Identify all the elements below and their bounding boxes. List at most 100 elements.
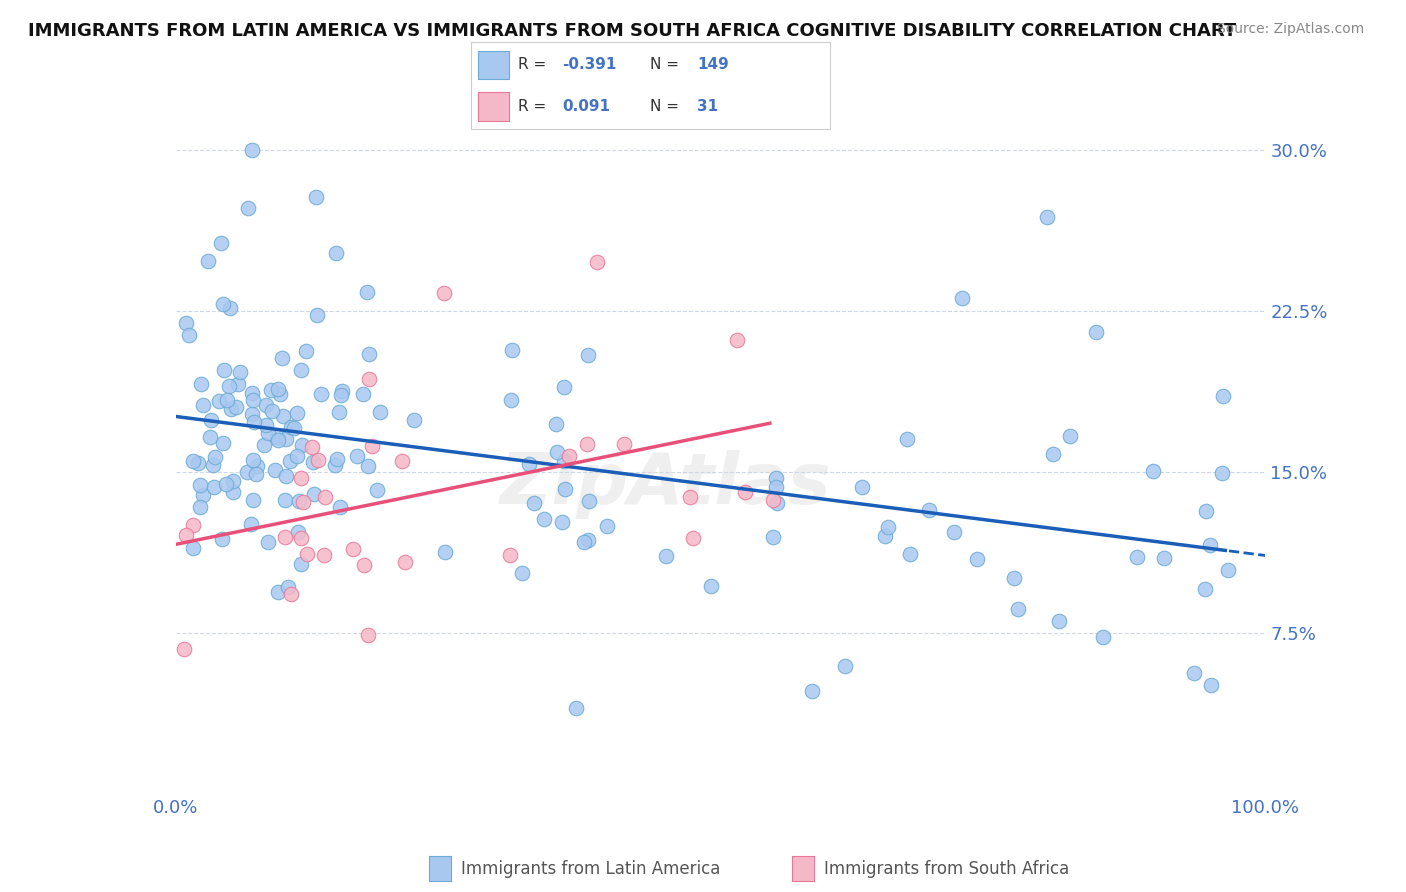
Point bbox=[240, 143, 263, 157]
Text: -0.391: -0.391 bbox=[562, 57, 617, 72]
Point bbox=[187, 456, 209, 470]
Point bbox=[278, 454, 301, 468]
Point bbox=[565, 701, 588, 715]
Point bbox=[212, 436, 235, 450]
Point bbox=[332, 384, 354, 398]
Point bbox=[302, 455, 325, 469]
Point bbox=[950, 291, 973, 305]
Point bbox=[274, 469, 297, 483]
Point bbox=[242, 453, 264, 467]
Point bbox=[1153, 550, 1175, 565]
Text: N =: N = bbox=[651, 99, 685, 114]
Point bbox=[267, 382, 290, 396]
Point bbox=[917, 503, 939, 517]
Point bbox=[434, 545, 457, 559]
Point bbox=[240, 407, 263, 421]
Text: 31: 31 bbox=[697, 99, 718, 114]
Point bbox=[554, 483, 576, 497]
Point bbox=[173, 642, 195, 657]
Point bbox=[291, 495, 314, 509]
Point bbox=[263, 463, 285, 477]
Point bbox=[254, 398, 277, 412]
Point bbox=[280, 587, 302, 601]
Point bbox=[291, 438, 314, 452]
Point bbox=[391, 454, 413, 468]
Point bbox=[682, 531, 704, 545]
Point bbox=[222, 474, 245, 488]
Point bbox=[305, 308, 328, 322]
Point bbox=[314, 548, 336, 562]
Point bbox=[1002, 571, 1025, 585]
Point bbox=[328, 405, 350, 419]
Point bbox=[181, 518, 204, 533]
Point bbox=[309, 387, 332, 401]
Point bbox=[240, 517, 263, 532]
Point bbox=[211, 532, 233, 546]
Point bbox=[188, 500, 211, 514]
Point bbox=[544, 417, 567, 431]
Text: N =: N = bbox=[651, 57, 685, 72]
Point bbox=[352, 386, 374, 401]
Point bbox=[551, 515, 574, 529]
Point bbox=[254, 417, 277, 432]
Point bbox=[1199, 538, 1222, 552]
Point bbox=[1007, 601, 1029, 615]
Point bbox=[208, 393, 231, 408]
Point bbox=[253, 438, 276, 452]
Text: Immigrants from Latin America: Immigrants from Latin America bbox=[461, 860, 720, 878]
Point bbox=[285, 406, 308, 420]
Point bbox=[260, 383, 283, 397]
Point bbox=[1126, 549, 1149, 564]
Point bbox=[290, 531, 312, 545]
Point bbox=[285, 450, 308, 464]
Point bbox=[576, 533, 599, 547]
Point bbox=[896, 432, 918, 446]
Point bbox=[700, 578, 723, 592]
Point bbox=[572, 535, 595, 549]
Point bbox=[596, 519, 619, 533]
Point bbox=[190, 478, 212, 492]
Point bbox=[655, 549, 678, 564]
Point bbox=[219, 402, 242, 417]
Point bbox=[201, 458, 224, 472]
Point bbox=[302, 487, 325, 501]
Point bbox=[360, 439, 382, 453]
Point bbox=[274, 492, 297, 507]
Point bbox=[498, 548, 520, 562]
Point bbox=[191, 398, 214, 412]
Text: IMMIGRANTS FROM LATIN AMERICA VS IMMIGRANTS FROM SOUTH AFRICA COGNITIVE DISABILI: IMMIGRANTS FROM LATIN AMERICA VS IMMIGRA… bbox=[28, 22, 1236, 40]
Point bbox=[212, 363, 235, 377]
Point bbox=[222, 485, 245, 500]
Point bbox=[191, 488, 214, 502]
Point bbox=[304, 190, 326, 204]
Point bbox=[499, 392, 522, 407]
Text: 149: 149 bbox=[697, 57, 728, 72]
Point bbox=[290, 471, 312, 485]
Point bbox=[851, 479, 873, 493]
Point bbox=[245, 467, 267, 481]
Point bbox=[283, 420, 305, 434]
Point bbox=[301, 440, 323, 454]
Point bbox=[1216, 563, 1239, 577]
Point bbox=[353, 558, 375, 572]
Point bbox=[394, 555, 416, 569]
Point bbox=[290, 558, 312, 572]
Point bbox=[357, 459, 380, 474]
Text: 0.091: 0.091 bbox=[562, 99, 610, 114]
Point bbox=[342, 541, 364, 556]
Point bbox=[834, 658, 856, 673]
Point bbox=[271, 351, 294, 366]
Point bbox=[218, 379, 240, 393]
Point bbox=[274, 432, 297, 446]
Point bbox=[277, 580, 299, 594]
Point bbox=[240, 385, 263, 400]
Point bbox=[242, 392, 264, 407]
Point bbox=[359, 372, 381, 386]
Point bbox=[256, 535, 278, 549]
Point bbox=[307, 453, 329, 467]
Point bbox=[943, 524, 966, 539]
Point bbox=[202, 480, 225, 494]
Point bbox=[256, 425, 278, 440]
Point bbox=[578, 493, 600, 508]
Point bbox=[181, 541, 204, 555]
